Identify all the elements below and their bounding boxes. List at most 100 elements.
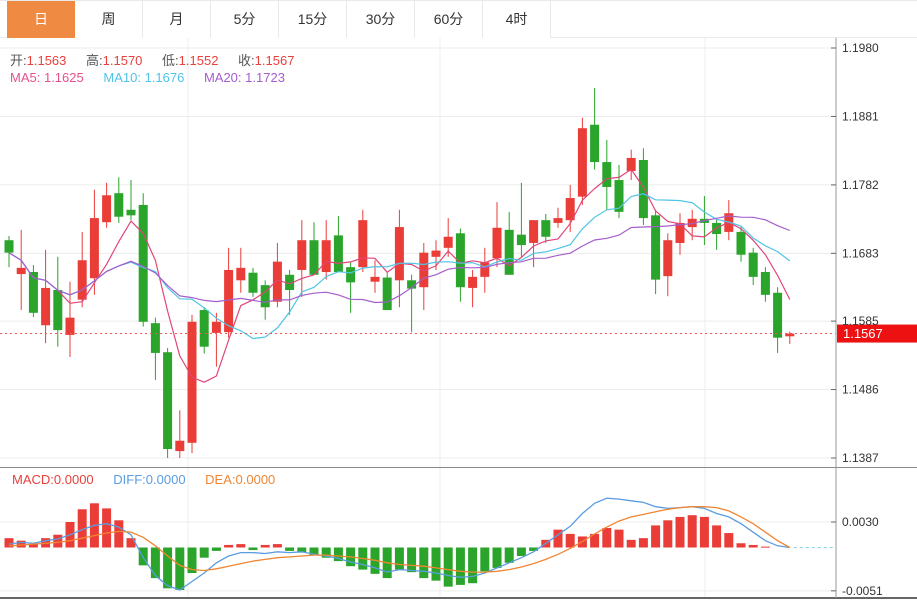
candle-body bbox=[53, 289, 63, 331]
low-value: 1.1552 bbox=[178, 53, 219, 68]
macd-bar bbox=[297, 547, 307, 553]
main-axis-tick: 1.1585 bbox=[842, 314, 879, 328]
macd-bar bbox=[321, 547, 331, 558]
macd-bar bbox=[675, 516, 685, 548]
tab-6[interactable]: 30分 bbox=[347, 1, 415, 38]
candle-body bbox=[736, 231, 746, 255]
diff-label: DIFF: bbox=[113, 472, 146, 487]
macd-bar bbox=[699, 516, 709, 548]
macd-bar bbox=[260, 544, 270, 548]
last-price-badge: 1.1567 bbox=[837, 324, 917, 343]
candle-body bbox=[272, 261, 282, 302]
candle-body bbox=[333, 235, 343, 273]
ma-header: MA5: 1.1625 MA10: 1.1676 MA20: 1.1723 bbox=[10, 70, 301, 85]
candle-body bbox=[602, 162, 612, 187]
macd-bar bbox=[443, 547, 453, 587]
candle-body bbox=[114, 193, 124, 217]
tab-1[interactable]: 日 bbox=[7, 1, 75, 38]
macd-bar bbox=[663, 520, 673, 548]
candle-body bbox=[309, 240, 319, 275]
macd-bar bbox=[53, 534, 63, 548]
candle-body bbox=[175, 440, 185, 452]
macd-bar bbox=[748, 544, 758, 548]
candle-body bbox=[126, 209, 136, 216]
macd-bar bbox=[77, 509, 87, 548]
candle-body bbox=[89, 218, 99, 279]
macd-bar bbox=[651, 525, 661, 548]
ma-lines bbox=[8, 168, 791, 383]
macd-bar bbox=[480, 547, 490, 572]
candle-body bbox=[638, 160, 648, 219]
candle-body bbox=[224, 269, 234, 333]
diff-value: 0.0000 bbox=[145, 472, 186, 487]
candle-body bbox=[65, 317, 75, 335]
macd-bar bbox=[468, 547, 478, 584]
macd-bar bbox=[455, 547, 465, 585]
candle-body bbox=[431, 250, 441, 257]
macd-bar bbox=[626, 539, 636, 548]
candle-body bbox=[102, 195, 112, 223]
candle-body bbox=[394, 227, 404, 281]
dea-label: DEA: bbox=[205, 472, 236, 487]
candle-body bbox=[614, 180, 624, 212]
close-value: 1.1567 bbox=[254, 53, 295, 68]
macd-bar bbox=[175, 547, 185, 590]
candle-body bbox=[651, 215, 661, 280]
candle-body bbox=[785, 333, 795, 337]
dea-line bbox=[8, 506, 791, 573]
macd-bar bbox=[150, 547, 160, 579]
tab-2[interactable]: 周 bbox=[75, 1, 143, 38]
ma20-line bbox=[8, 215, 791, 304]
macd-bar bbox=[407, 547, 417, 573]
dea-group: DEA:0.0000 bbox=[205, 472, 275, 487]
candle-body bbox=[138, 204, 148, 322]
candlestick-series bbox=[4, 88, 795, 458]
candle-body bbox=[577, 128, 587, 197]
macd-axis-tick: 0.0030 bbox=[842, 515, 879, 529]
macd-bar bbox=[760, 546, 770, 548]
candle-body bbox=[504, 229, 514, 275]
candle-body bbox=[236, 267, 246, 281]
macd-bar bbox=[736, 543, 746, 548]
candle-body bbox=[358, 220, 368, 268]
tab-3[interactable]: 月 bbox=[143, 1, 211, 38]
tab-5[interactable]: 15分 bbox=[279, 1, 347, 38]
ma5-group: MA5: 1.1625 bbox=[10, 70, 84, 85]
macd-bar bbox=[114, 520, 124, 548]
tab-7[interactable]: 60分 bbox=[415, 1, 483, 38]
timeframe-tab-bar: 日周月 5分 15分 30分 60分 4时 bbox=[0, 0, 917, 38]
macd-bar bbox=[504, 547, 514, 563]
macd-bar bbox=[687, 515, 697, 548]
candle-body bbox=[211, 321, 221, 333]
macd-bar bbox=[492, 547, 502, 568]
macd-bar bbox=[199, 547, 209, 558]
candle-body bbox=[41, 287, 51, 326]
candle-body bbox=[248, 272, 258, 293]
candle-body bbox=[346, 267, 356, 283]
ma10-group: MA10: 1.1676 bbox=[103, 70, 184, 85]
ma20-label: MA20: bbox=[203, 70, 242, 85]
candle-body bbox=[492, 227, 502, 259]
candle-body bbox=[480, 262, 490, 277]
macd-group: MACD:0.0000 bbox=[12, 472, 94, 487]
candle-body bbox=[260, 285, 270, 308]
macd-bar bbox=[126, 538, 136, 548]
ma20-group: MA20: 1.1723 bbox=[204, 70, 285, 85]
macd-bar bbox=[565, 533, 575, 548]
tab-4[interactable]: 5分 bbox=[211, 1, 279, 38]
candle-body bbox=[590, 124, 600, 163]
gridlines bbox=[0, 38, 836, 597]
tab-8[interactable]: 4时 bbox=[483, 1, 551, 38]
main-axis-tick: 1.1387 bbox=[842, 451, 879, 465]
macd-bar bbox=[590, 533, 600, 548]
main-axis-tick: 1.1486 bbox=[842, 383, 879, 397]
macd-bar bbox=[187, 547, 197, 573]
macd-axis-tick: -0.0051 bbox=[842, 584, 883, 598]
candle-body bbox=[443, 236, 453, 248]
candle-body bbox=[626, 157, 636, 172]
candle-body bbox=[468, 276, 478, 288]
candle-body bbox=[516, 234, 526, 246]
close-group: 收:1.1567 bbox=[238, 53, 294, 68]
macd-header: MACD:0.0000 DIFF:0.0000 DEA:0.0000 bbox=[12, 472, 291, 487]
